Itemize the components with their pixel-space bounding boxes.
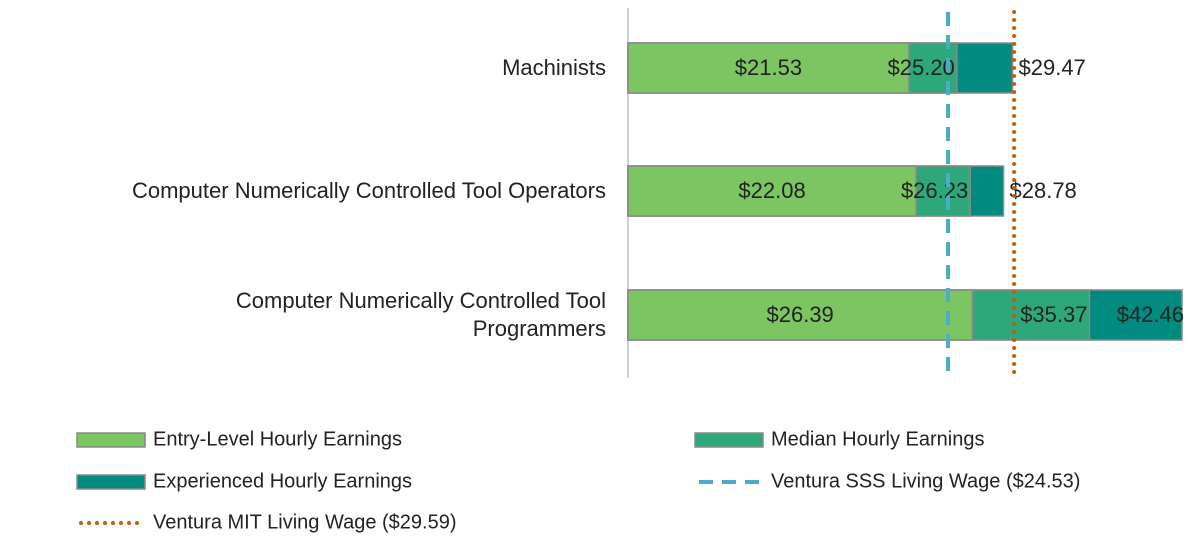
bar: [627, 289, 974, 341]
legend-label: Ventura MIT Living Wage ($29.59): [153, 511, 457, 533]
legend-label: Median Hourly Earnings: [771, 428, 984, 450]
data-label: $21.53: [735, 55, 802, 80]
legend-swatch: [694, 432, 764, 448]
data-label: $35.37: [1020, 302, 1087, 327]
data-label: $26.39: [767, 302, 834, 327]
data-label: $29.47: [1019, 55, 1086, 80]
category-label: Machinists: [502, 55, 606, 80]
legend-label: Experienced Hourly Earnings: [153, 470, 412, 492]
legend-label: Entry-Level Hourly Earnings: [153, 428, 402, 450]
data-label: $26.23: [901, 178, 968, 203]
bar: [627, 165, 917, 217]
data-label: $25.20: [888, 55, 955, 80]
category-label: Computer Numerically Controlled Tool Pro…: [235, 288, 606, 341]
legend-swatch: [76, 432, 146, 448]
category-label: Computer Numerically Controlled Tool Ope…: [131, 178, 606, 203]
bar: [627, 42, 910, 94]
data-label: $22.08: [738, 178, 805, 203]
legend-swatch: [76, 474, 146, 490]
data-label: $42.46: [1117, 302, 1184, 327]
data-label: $28.78: [1010, 178, 1077, 203]
legend-label: Ventura SSS Living Wage ($24.53): [771, 470, 1080, 492]
